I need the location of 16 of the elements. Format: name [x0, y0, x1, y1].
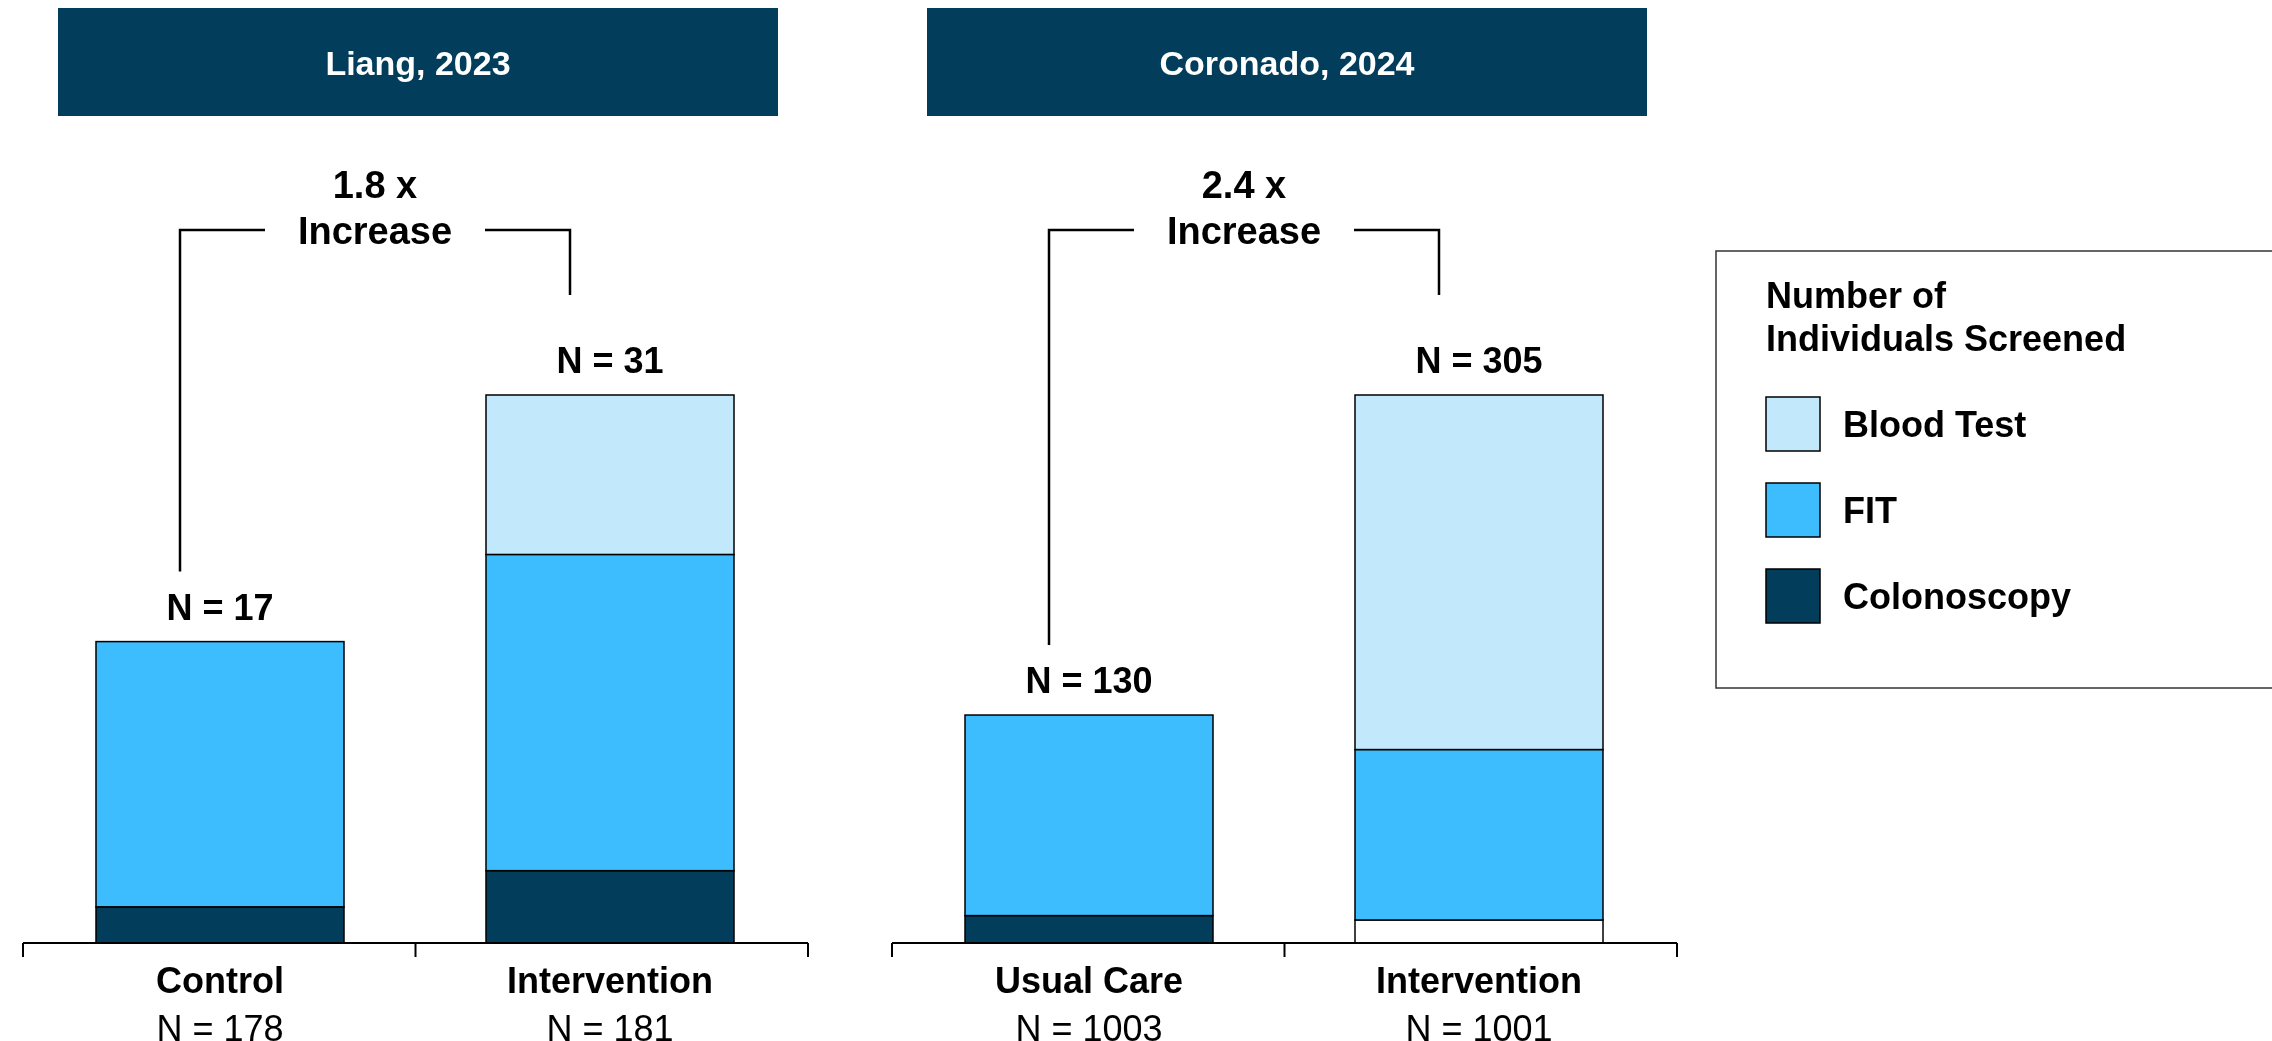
legend-label: Blood Test [1843, 404, 2027, 445]
legend-label: FIT [1843, 490, 1897, 531]
x-tick-label: Usual Care N = 1003 [994, 960, 1184, 1041]
chart-title: Coronado, 2024 [1159, 44, 1415, 82]
annotation: N = 17 [166, 586, 274, 628]
annotation: N = 31 [556, 340, 664, 381]
legend-title: Number of Individuals Screened [1766, 275, 2127, 359]
x-tick-label: Intervention N = 1001 [1375, 960, 1583, 1041]
annotation: N = 130 [1025, 660, 1153, 702]
chart-title: Liang, 2023 [325, 44, 511, 82]
text: 1.8 x Increase [297, 164, 453, 252]
x-tick-label: Intervention N = 181 [506, 960, 714, 1041]
text: 2.4 x Increase [1166, 164, 1322, 252]
annotation: N = 305 [1415, 340, 1543, 381]
x-tick-label: Control N = 178 [156, 960, 284, 1041]
legend-label: Colonoscopy [1843, 576, 2072, 617]
